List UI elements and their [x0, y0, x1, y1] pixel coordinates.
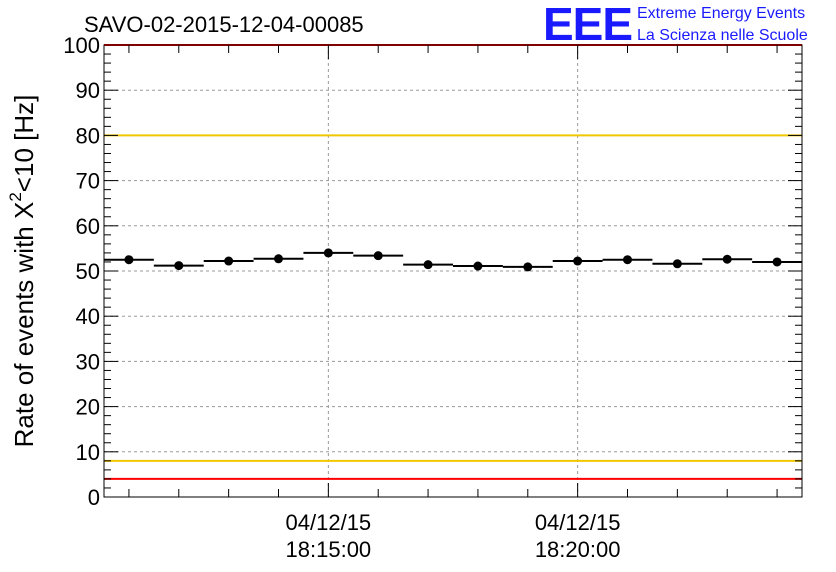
- data-point: [174, 261, 184, 271]
- chart-title: SAVO-02-2015-12-04-00085: [84, 12, 364, 37]
- y-tick-label: 20: [76, 395, 100, 420]
- data-point: [573, 256, 583, 266]
- data-point: [423, 260, 433, 270]
- y-tick-label: 10: [76, 440, 100, 465]
- y-tick-label: 50: [76, 259, 100, 284]
- y-axis-label: Rate of events with X2<10 [Hz]: [6, 95, 39, 448]
- data-point: [323, 248, 333, 258]
- y-axis-label-pre: Rate of events with X: [9, 202, 39, 448]
- x-tick-label-date: 04/12/15: [535, 510, 621, 535]
- grid: [104, 45, 802, 497]
- data-point: [224, 256, 234, 266]
- x-tick-label-date: 04/12/15: [286, 510, 372, 535]
- y-tick-label: 30: [76, 349, 100, 374]
- x-tick-label-time: 18:20:00: [535, 537, 621, 562]
- data-point: [124, 255, 134, 265]
- y-tick-label: 60: [76, 214, 100, 239]
- data-points: [104, 248, 802, 272]
- logo-mark: EEE: [543, 0, 632, 50]
- data-point: [623, 255, 632, 265]
- y-tick-label: 80: [76, 123, 100, 148]
- y-tick-label: 70: [76, 169, 100, 194]
- x-tick-label-time: 18:15:00: [286, 537, 372, 562]
- y-tick-label: 100: [63, 33, 100, 58]
- y-tick-label: 90: [76, 78, 100, 103]
- data-point: [473, 261, 483, 271]
- data-point: [722, 254, 732, 264]
- data-point: [772, 257, 782, 267]
- data-point: [274, 254, 283, 264]
- eee-logo: EEE Extreme Energy Events La Scienza nel…: [543, 0, 808, 50]
- y-axis-label-post: <10 [Hz]: [9, 95, 39, 193]
- y-tick-label: 0: [88, 485, 100, 510]
- y-axis-label-sup: 2: [6, 192, 25, 201]
- y-tick-labels: 0 10 20 30 40 50 60 70 80 90 100: [63, 33, 100, 510]
- y-tick-label: 40: [76, 304, 100, 329]
- data-point: [523, 262, 533, 272]
- logo-line-1: Extreme Energy Events: [637, 5, 805, 22]
- data-point: [672, 259, 682, 269]
- plot-frame: [103, 44, 803, 498]
- data-point: [373, 251, 383, 261]
- logo-line-2: La Scienza nelle Scuole: [637, 27, 808, 44]
